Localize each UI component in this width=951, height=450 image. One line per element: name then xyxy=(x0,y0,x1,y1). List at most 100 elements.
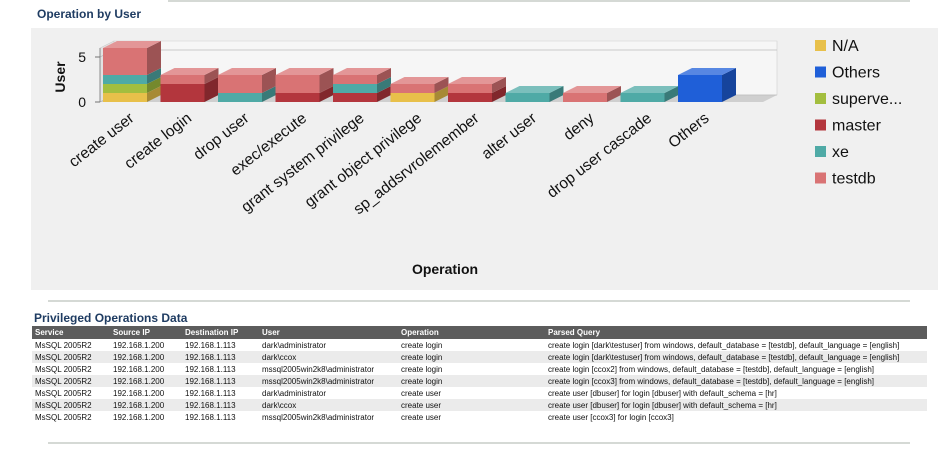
table-cell: create user xyxy=(401,388,442,398)
bar-segment-side xyxy=(204,68,219,84)
legend-swatch xyxy=(815,66,826,78)
table-cell: create login [ccox3] from windows, defau… xyxy=(545,375,927,387)
bar-segment xyxy=(678,75,722,102)
bar-segment-side xyxy=(377,86,391,102)
table-cell: 192.168.1.113 xyxy=(182,399,259,411)
bar-segment-side xyxy=(147,68,161,84)
column-header: Destination IP xyxy=(182,326,259,339)
bar-segment xyxy=(218,75,262,93)
table-cell: MsSQL 2005R2 xyxy=(35,340,92,350)
section-divider xyxy=(48,300,910,302)
bar-segment xyxy=(563,93,607,102)
column-header: Operation xyxy=(398,326,545,339)
legend-label: Others xyxy=(832,65,880,82)
bar-top xyxy=(218,68,276,75)
table-cell: create login [ccox2] from windows, defau… xyxy=(548,364,874,374)
bar-top xyxy=(103,41,161,48)
bar-top xyxy=(275,68,334,75)
privileged-operations-table: Service Source IP Destination IP User Operat… xyxy=(32,326,927,423)
table-header-row: Service Source IP Destination IP User Operat… xyxy=(32,326,927,339)
table-cell: dark\ccox xyxy=(259,399,398,411)
bar-segment-side xyxy=(434,77,449,93)
table-cell: 192.168.1.200 xyxy=(113,364,165,374)
bar-top xyxy=(160,68,219,75)
table-cell: 192.168.1.200 xyxy=(110,375,182,387)
legend-label: master xyxy=(832,118,882,135)
table-cell: create login [dark\testuser] from window… xyxy=(548,340,900,350)
table-row[interactable]: MsSQL 2005R2 192.168.1.200 192.168.1.113 ms… xyxy=(32,363,927,375)
x-tick-label: deny xyxy=(560,110,597,144)
table-cell: mssql2005win2k8\administrator xyxy=(259,375,398,387)
chart-section-title: Operation by User xyxy=(37,7,142,21)
table-row[interactable]: MsSQL 2005R2 192.168.1.200 192.168.1.113 da… xyxy=(32,339,927,351)
bar-segment xyxy=(218,93,262,102)
bar-top xyxy=(448,77,506,84)
bar-segment-side xyxy=(722,68,736,102)
bar-segment-side xyxy=(549,86,564,102)
bar-segment xyxy=(505,93,550,102)
bar-segment xyxy=(333,93,377,102)
table-cell: create login xyxy=(398,351,545,363)
bar-segment-side xyxy=(377,77,391,93)
x-tick-label: alter user xyxy=(479,110,540,163)
x-tick-label: drop user cascade xyxy=(544,110,655,202)
table-cell: create user xyxy=(401,412,442,422)
legend-label: N/A xyxy=(832,38,859,55)
bar-top xyxy=(678,68,736,75)
x-axis-label: Operation xyxy=(412,261,478,277)
column-header: Service xyxy=(32,326,110,339)
table-cell: 192.168.1.113 xyxy=(182,375,259,387)
bar-segment xyxy=(448,84,492,93)
table-body: MsSQL 2005R2 192.168.1.200 192.168.1.113 da… xyxy=(32,339,927,423)
bar-segment xyxy=(103,84,147,93)
table-cell: 192.168.1.113 xyxy=(182,351,259,363)
operation-by-user-chart: 0 5 User create user create login drop user ex… xyxy=(31,28,938,290)
bar-segment xyxy=(160,84,205,102)
bar-segment xyxy=(275,75,320,93)
bar-top xyxy=(563,86,621,93)
bar-top xyxy=(505,86,564,93)
table-cell: 192.168.1.200 xyxy=(110,399,182,411)
y-tick-label: 5 xyxy=(78,49,86,65)
x-tick-label: Others xyxy=(665,110,712,152)
bar-segment-side xyxy=(607,86,621,102)
table-row[interactable]: MsSQL 2005R2 192.168.1.200 192.168.1.113 ms… xyxy=(32,411,927,423)
table-cell: MsSQL 2005R2 xyxy=(35,364,92,374)
legend-swatch xyxy=(815,146,826,157)
table-cell: 192.168.1.113 xyxy=(185,412,236,422)
table-cell: 192.168.1.113 xyxy=(185,364,236,374)
table-row[interactable]: MsSQL 2005R2 192.168.1.200 192.168.1.113 ms… xyxy=(32,375,927,387)
table-cell: MsSQL 2005R2 xyxy=(32,375,110,387)
table-row[interactable]: MsSQL 2005R2 192.168.1.200 192.168.1.113 da… xyxy=(32,351,927,363)
bar-top xyxy=(390,77,449,84)
table-cell: 192.168.1.113 xyxy=(185,340,236,350)
table-cell: 192.168.1.200 xyxy=(113,340,165,350)
bar-segment-side xyxy=(492,86,506,102)
table-cell: 192.168.1.200 xyxy=(113,412,165,422)
bar-segment-side xyxy=(204,77,219,102)
legend-swatch xyxy=(815,93,826,104)
top-divider xyxy=(168,0,910,2)
y-axis-label: User xyxy=(52,61,68,93)
bar-segment-side xyxy=(147,41,161,75)
table-cell: MsSQL 2005R2 xyxy=(32,351,110,363)
bar-segment xyxy=(333,84,377,93)
table-cell: MsSQL 2005R2 xyxy=(35,412,92,422)
bar-segment xyxy=(275,93,320,102)
table-row[interactable]: MsSQL 2005R2 192.168.1.200 192.168.1.113 da… xyxy=(32,387,927,399)
bar-segment-side xyxy=(262,86,276,102)
bar-segment-side xyxy=(492,77,506,93)
table-row[interactable]: MsSQL 2005R2 192.168.1.200 192.168.1.113 da… xyxy=(32,399,927,411)
bar-segment xyxy=(103,75,147,84)
legend-swatch xyxy=(815,172,826,184)
bar-segment xyxy=(390,93,435,102)
legend-label: xe xyxy=(832,144,849,161)
table-cell: create login xyxy=(401,340,443,350)
table-cell: MsSQL 2005R2 xyxy=(35,388,92,398)
y-tick-label: 0 xyxy=(78,94,86,110)
bar-segment-side xyxy=(147,86,161,102)
table-cell: 192.168.1.200 xyxy=(110,351,182,363)
bar-segment-side xyxy=(262,68,276,93)
bar-segment xyxy=(620,93,665,102)
